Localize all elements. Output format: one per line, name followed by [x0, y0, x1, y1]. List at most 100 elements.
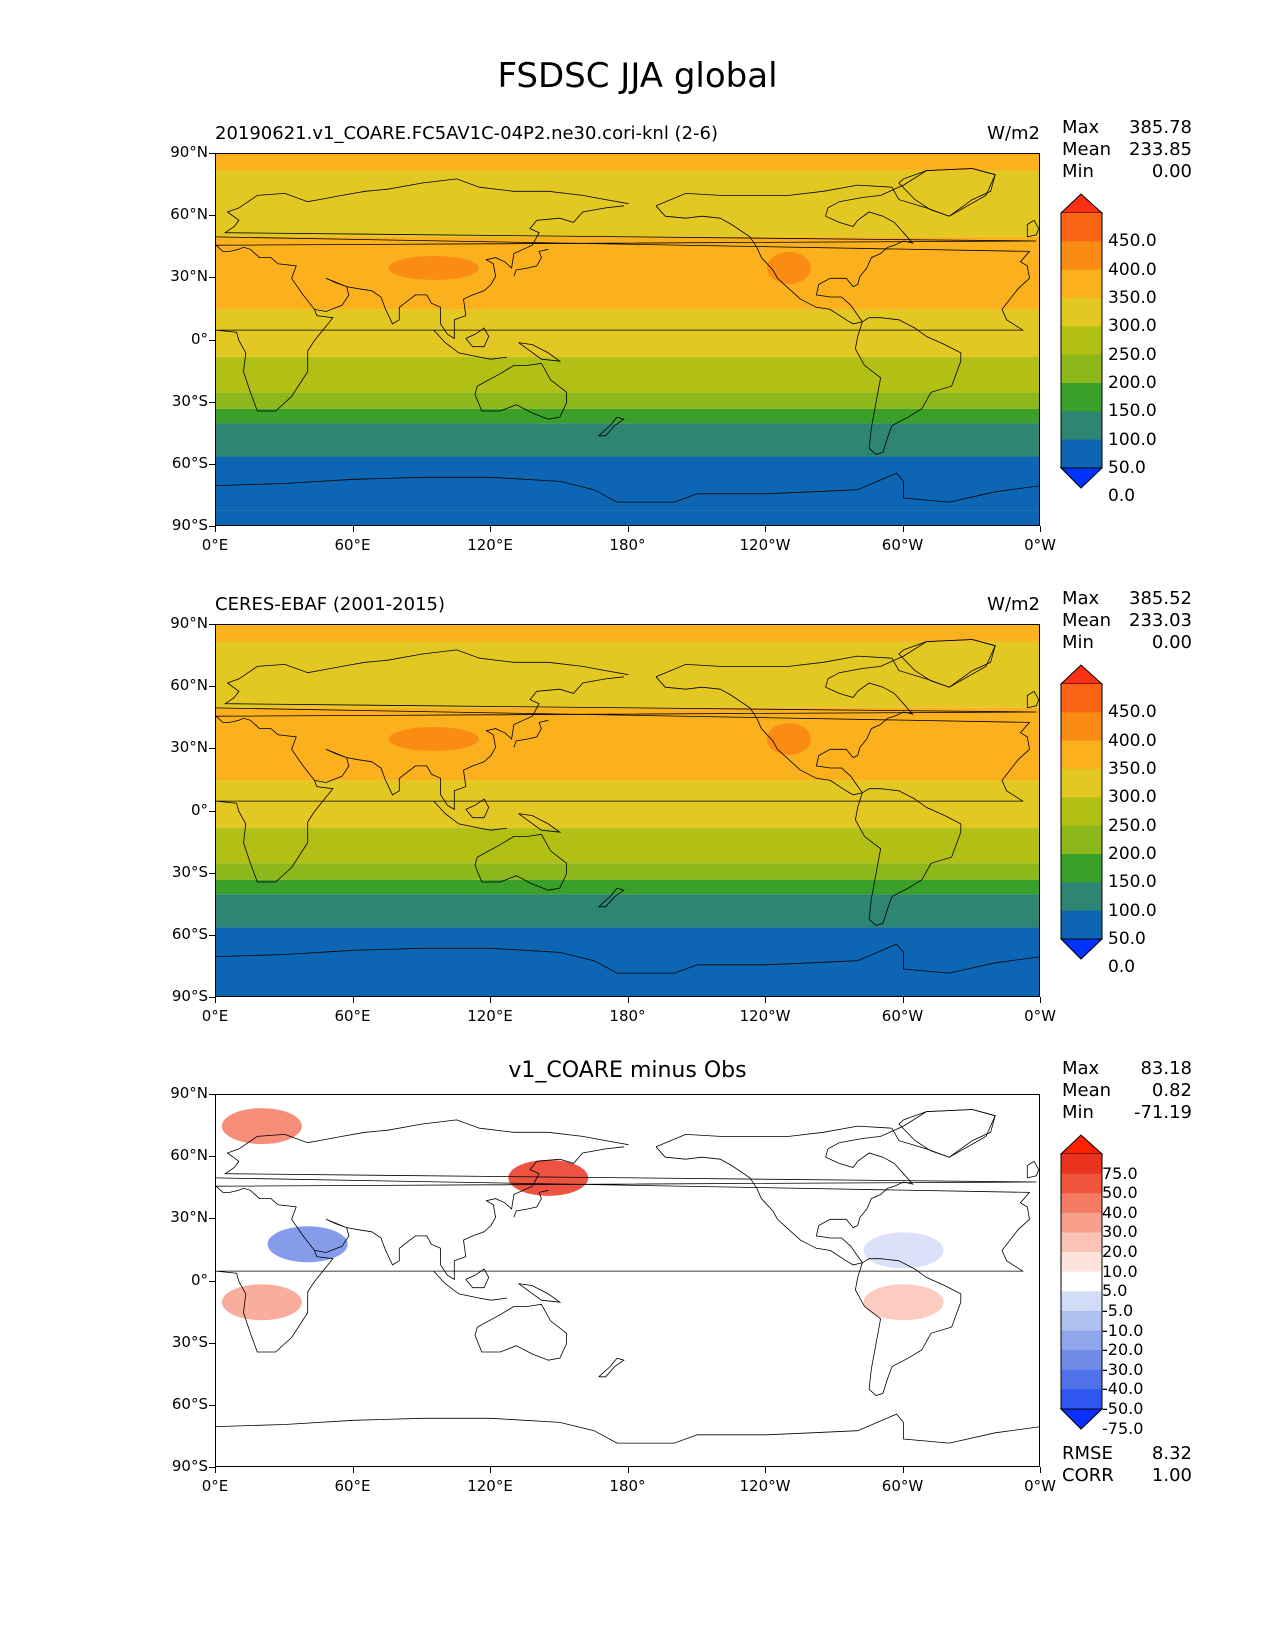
stat-label: Min	[1062, 161, 1094, 182]
colorbar-label: 50.0	[1102, 1183, 1138, 1203]
stat-row: Mean 233.85	[1062, 139, 1192, 161]
lat-tick-label: 60°N	[170, 1146, 208, 1165]
zonal-band	[216, 780, 1039, 829]
lon-tick	[902, 1467, 904, 1473]
colorbar-label: 250.0	[1108, 815, 1157, 836]
anomaly-region	[267, 1226, 348, 1263]
lon-tick	[1040, 526, 1041, 532]
coastline	[474, 833, 567, 891]
colorbar-label: 40.0	[1102, 1202, 1138, 1222]
stat-row: Max 385.52	[1062, 588, 1192, 610]
colorbar-swatch	[1061, 1154, 1102, 1175]
colorbar-swatch	[1061, 298, 1102, 327]
stat-value: 0.00	[1151, 632, 1192, 653]
lat-tick-label: 30°N	[170, 1208, 208, 1227]
colorbar-label: 300.0	[1108, 316, 1157, 337]
lat-tick	[209, 401, 215, 403]
lat-tick-label: 90°S	[171, 516, 208, 534]
lon-tick	[902, 997, 904, 1003]
stat-value: 233.03	[1129, 610, 1192, 631]
zonal-band	[216, 927, 1039, 996]
lon-tick-label: 60°W	[881, 1477, 924, 1495]
colorbar-swatch	[1061, 354, 1102, 384]
lat-tick	[209, 934, 215, 936]
stat-value: 233.85	[1129, 139, 1192, 160]
colorbar-extend-min	[1060, 1408, 1104, 1430]
colorbar-swatch	[1061, 1212, 1102, 1233]
lat-tick-label: 30°S	[171, 391, 208, 410]
lon-tick-label: 120°W	[739, 1007, 791, 1025]
lon-tick	[490, 526, 491, 532]
colorbar-label: 350.0	[1108, 288, 1157, 308]
lon-tick-label: 0°W	[1024, 536, 1056, 554]
coastline	[1026, 690, 1039, 709]
anomaly-region	[221, 1284, 302, 1321]
lat-tick	[209, 277, 215, 279]
map-frame	[215, 1094, 1040, 1467]
lat-tick-label: 90°N	[170, 143, 208, 161]
colorbar-swatch	[1061, 769, 1102, 798]
colorbar	[1060, 1134, 1104, 1430]
zonal-band	[216, 456, 1039, 511]
colorbar-swatch	[1061, 1252, 1102, 1273]
stat-value: 0.00	[1151, 161, 1192, 182]
colorbar-swatch	[1061, 1173, 1102, 1194]
colorbar-swatch	[1061, 411, 1102, 441]
colorbar-label: 300.0	[1108, 787, 1157, 808]
lon-tick	[490, 1467, 491, 1473]
coastline	[518, 1283, 562, 1303]
coastline	[1026, 1160, 1039, 1179]
stat-row: Max 385.78	[1062, 117, 1192, 139]
lon-tick-label: 180°	[609, 1477, 646, 1495]
colorbar-swatch	[1061, 1369, 1102, 1390]
lat-tick-label: 90°N	[170, 1084, 208, 1102]
coastline	[518, 342, 562, 362]
colorbar	[1060, 664, 1104, 960]
coastline	[513, 1189, 549, 1218]
stat-row: Min 0.00	[1062, 632, 1192, 654]
coastline	[898, 1109, 996, 1158]
rmse-label: RMSE	[1062, 1443, 1113, 1464]
lon-tick	[765, 997, 766, 1003]
lat-tick	[209, 810, 215, 812]
units-label: W/m2	[987, 594, 1040, 615]
colorbar-swatch	[1061, 712, 1102, 742]
stat-row: Max 83.18	[1062, 1058, 1192, 1080]
lon-tick-label: 0°E	[201, 536, 229, 554]
lon-tick	[627, 997, 629, 1003]
lat-tick	[209, 997, 215, 998]
colorbar-label: 400.0	[1108, 730, 1157, 751]
lon-tick	[215, 997, 216, 1003]
stat-value: 385.52	[1129, 588, 1192, 609]
colorbar-label: 50.0	[1108, 929, 1146, 949]
colorbar-swatch	[1061, 1271, 1102, 1292]
lon-tick	[627, 526, 629, 532]
rmse-row: RMSE 8.32	[1062, 1443, 1192, 1465]
colorbar-label: 20.0	[1102, 1242, 1138, 1262]
colorbar-border	[1060, 213, 1103, 468]
lat-tick	[209, 1218, 215, 1220]
colorbar-label: -40.0	[1102, 1379, 1144, 1399]
colorbar-extend-min	[1060, 467, 1104, 489]
lat-tick	[209, 872, 215, 874]
lon-tick-label: 60°W	[881, 536, 924, 554]
lon-tick-label: 0°W	[1024, 1007, 1056, 1025]
lon-tick-label: 0°E	[201, 1477, 229, 1495]
score-box: RMSE 8.32 CORR 1.00	[1062, 1443, 1192, 1487]
coastline	[474, 1303, 567, 1361]
panel-title-left: 20190621.v1_COARE.FC5AV1C-04P2.ne30.cori…	[215, 123, 718, 144]
colorbar-swatch	[1061, 213, 1102, 242]
stat-label: Mean	[1062, 139, 1112, 160]
colorbar-label: -50.0	[1102, 1399, 1144, 1418]
coastline	[216, 1119, 1037, 1353]
lon-tick	[1040, 997, 1041, 1003]
lat-tick-label: 60°N	[170, 676, 208, 695]
high-value-region	[766, 722, 811, 755]
panel-title-left: CERES-EBAF (2001-2015)	[215, 594, 446, 615]
zonal-band	[216, 625, 1039, 642]
zonal-band	[216, 879, 1039, 895]
lon-tick	[352, 997, 354, 1003]
colorbar	[1060, 193, 1104, 489]
stats-box: Max 83.18 Mean 0.82 Min -71.19	[1062, 1058, 1192, 1124]
lat-tick-label: 0°	[190, 800, 208, 819]
